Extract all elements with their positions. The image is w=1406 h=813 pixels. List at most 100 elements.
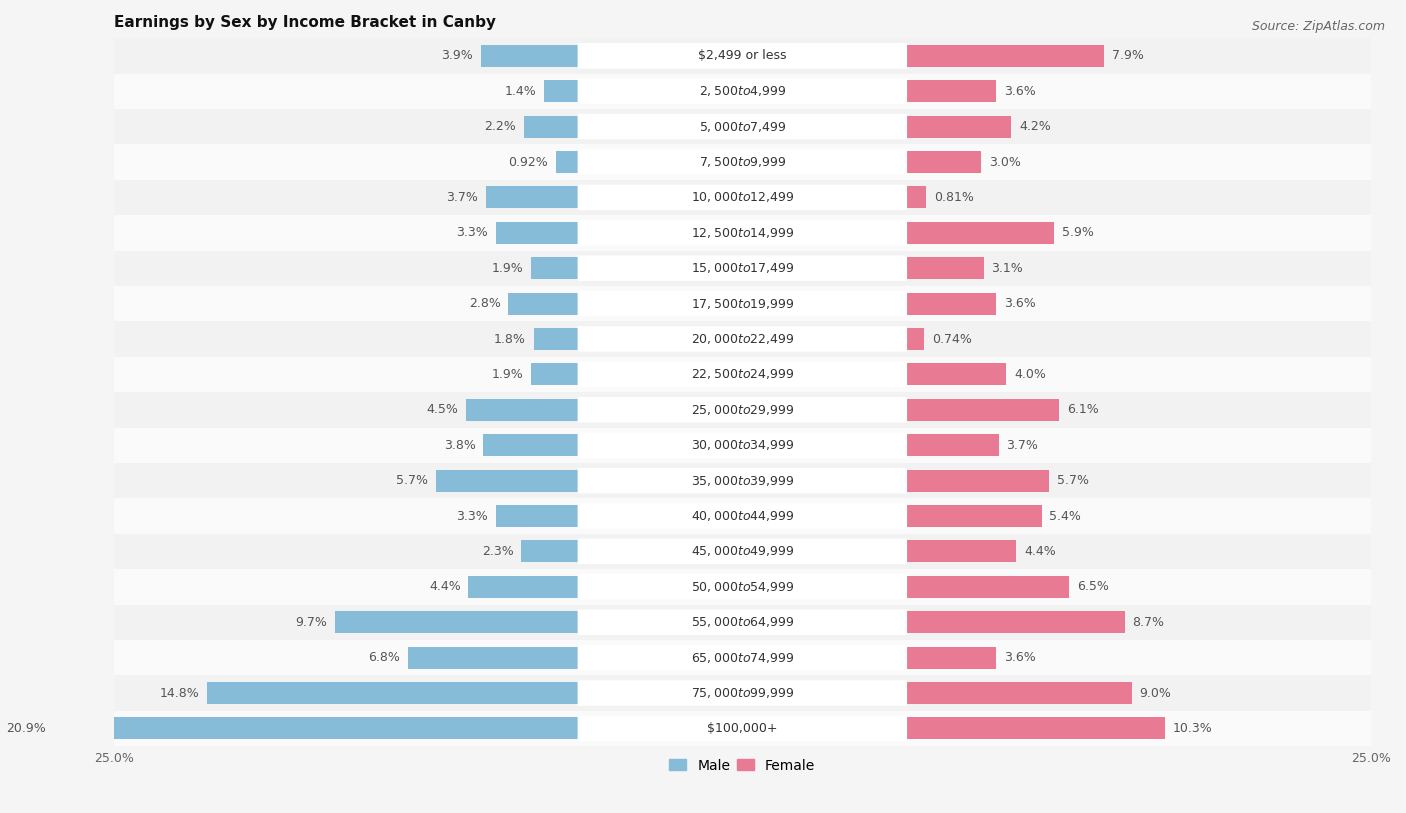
Bar — [534, 328, 579, 350]
Bar — [555, 151, 579, 173]
Text: 1.9%: 1.9% — [492, 262, 523, 275]
Text: 3.3%: 3.3% — [457, 226, 488, 239]
Text: Earnings by Sex by Income Bracket in Canby: Earnings by Sex by Income Bracket in Can… — [114, 15, 495, 30]
Legend: Male, Female: Male, Female — [664, 753, 821, 778]
Text: $65,000 to $74,999: $65,000 to $74,999 — [690, 650, 794, 664]
Bar — [905, 682, 1132, 704]
FancyBboxPatch shape — [578, 114, 907, 139]
Bar — [114, 676, 1371, 711]
FancyBboxPatch shape — [578, 150, 907, 175]
Bar — [114, 569, 1371, 605]
Text: $75,000 to $99,999: $75,000 to $99,999 — [690, 686, 794, 700]
FancyBboxPatch shape — [578, 574, 907, 599]
Text: 5.4%: 5.4% — [1049, 510, 1081, 523]
Text: $45,000 to $49,999: $45,000 to $49,999 — [690, 545, 794, 559]
Bar — [114, 73, 1371, 109]
Bar — [114, 605, 1371, 640]
Bar — [114, 286, 1371, 321]
Text: 3.0%: 3.0% — [988, 155, 1021, 168]
Text: $22,500 to $24,999: $22,500 to $24,999 — [690, 367, 794, 381]
FancyBboxPatch shape — [578, 503, 907, 528]
Bar — [905, 576, 1070, 598]
Text: $17,500 to $19,999: $17,500 to $19,999 — [690, 297, 794, 311]
Text: 1.4%: 1.4% — [505, 85, 536, 98]
Text: 5.7%: 5.7% — [396, 474, 427, 487]
Text: 6.8%: 6.8% — [368, 651, 401, 664]
Bar — [905, 505, 1042, 527]
Text: $40,000 to $44,999: $40,000 to $44,999 — [690, 509, 794, 523]
Text: 2.3%: 2.3% — [482, 545, 513, 558]
Bar — [53, 717, 579, 739]
Bar — [544, 80, 579, 102]
Bar — [905, 434, 998, 456]
FancyBboxPatch shape — [578, 467, 907, 493]
Text: 3.8%: 3.8% — [444, 439, 475, 452]
Bar — [905, 399, 1059, 421]
Bar — [114, 533, 1371, 569]
Bar — [509, 293, 579, 315]
Bar — [905, 363, 1007, 385]
Text: $15,000 to $17,499: $15,000 to $17,499 — [690, 261, 794, 276]
Text: 7.9%: 7.9% — [1112, 50, 1144, 63]
Text: 3.3%: 3.3% — [457, 510, 488, 523]
FancyBboxPatch shape — [578, 539, 907, 564]
Text: 0.74%: 0.74% — [932, 333, 972, 346]
Text: 10.3%: 10.3% — [1173, 722, 1212, 735]
FancyBboxPatch shape — [578, 680, 907, 706]
Text: 0.92%: 0.92% — [509, 155, 548, 168]
Text: $30,000 to $34,999: $30,000 to $34,999 — [690, 438, 794, 452]
Bar — [905, 646, 997, 668]
Bar — [436, 470, 579, 492]
FancyBboxPatch shape — [578, 43, 907, 68]
Text: 1.9%: 1.9% — [492, 368, 523, 381]
Bar — [114, 180, 1371, 215]
Bar — [114, 145, 1371, 180]
Text: 1.8%: 1.8% — [494, 333, 526, 346]
Bar — [905, 45, 1105, 67]
Bar — [114, 711, 1371, 746]
Text: $10,000 to $12,499: $10,000 to $12,499 — [690, 190, 794, 204]
Bar — [114, 38, 1371, 73]
Bar — [114, 357, 1371, 392]
Text: 2.2%: 2.2% — [484, 120, 516, 133]
Text: 4.2%: 4.2% — [1019, 120, 1050, 133]
Bar — [522, 541, 579, 563]
Text: 4.4%: 4.4% — [429, 580, 461, 593]
Bar — [496, 505, 579, 527]
FancyBboxPatch shape — [578, 79, 907, 104]
Bar — [408, 646, 579, 668]
Text: 4.0%: 4.0% — [1014, 368, 1046, 381]
Bar — [905, 470, 1049, 492]
Text: 2.8%: 2.8% — [470, 297, 501, 310]
FancyBboxPatch shape — [578, 715, 907, 741]
Text: 20.9%: 20.9% — [6, 722, 45, 735]
Bar — [114, 428, 1371, 463]
Text: $35,000 to $39,999: $35,000 to $39,999 — [690, 474, 794, 488]
Bar — [905, 222, 1054, 244]
Bar — [905, 115, 1011, 137]
Text: 0.81%: 0.81% — [934, 191, 973, 204]
FancyBboxPatch shape — [578, 185, 907, 210]
Bar — [114, 250, 1371, 286]
Text: $25,000 to $29,999: $25,000 to $29,999 — [690, 402, 794, 417]
Text: 9.7%: 9.7% — [295, 615, 328, 628]
FancyBboxPatch shape — [578, 220, 907, 246]
Bar — [468, 576, 579, 598]
Bar — [905, 717, 1164, 739]
Bar — [496, 222, 579, 244]
Bar — [905, 541, 1017, 563]
Text: 5.7%: 5.7% — [1057, 474, 1088, 487]
Text: 3.6%: 3.6% — [1004, 297, 1036, 310]
Bar — [114, 392, 1371, 428]
FancyBboxPatch shape — [578, 362, 907, 387]
Bar — [114, 463, 1371, 498]
Bar — [114, 109, 1371, 145]
Text: $2,500 to $4,999: $2,500 to $4,999 — [699, 85, 786, 98]
Bar — [905, 151, 981, 173]
Text: 3.7%: 3.7% — [446, 191, 478, 204]
Text: 3.6%: 3.6% — [1004, 85, 1036, 98]
Text: 3.1%: 3.1% — [991, 262, 1024, 275]
FancyBboxPatch shape — [578, 645, 907, 671]
Text: $20,000 to $22,499: $20,000 to $22,499 — [690, 332, 794, 346]
Text: 4.5%: 4.5% — [426, 403, 458, 416]
